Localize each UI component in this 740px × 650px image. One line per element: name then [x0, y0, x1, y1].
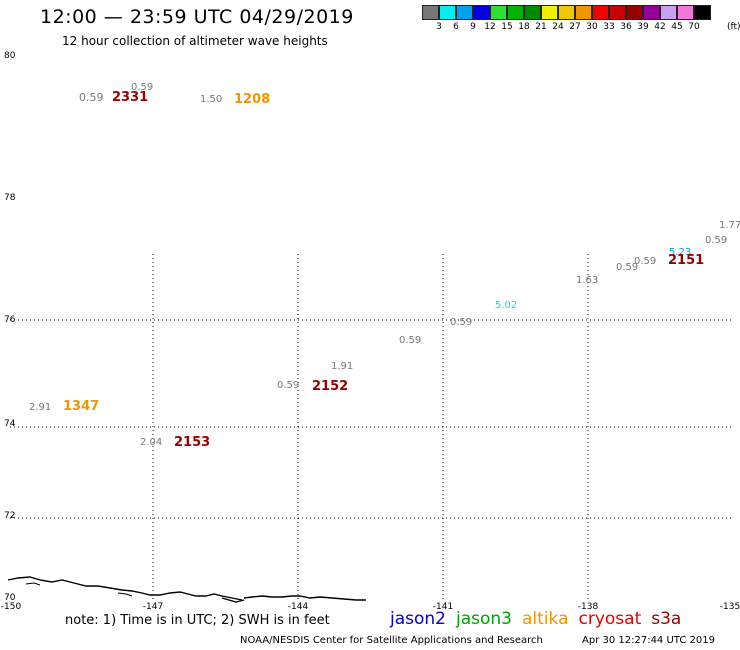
latitude-label: 76 [4, 315, 16, 325]
pass-time-label: 2153 [174, 435, 210, 450]
legend-swatch [507, 5, 524, 20]
legend-swatches [422, 5, 711, 20]
coastline-islet [25, 582, 41, 586]
legend-tick-label: 30 [586, 22, 598, 32]
legend-tick-label: 33 [603, 22, 615, 32]
wave-height-label: 0.59 [79, 91, 104, 104]
legend-swatch [592, 5, 609, 20]
legend-tick-label: 15 [501, 22, 513, 32]
longitude-label: -135 [720, 602, 740, 612]
page-subtitle: 12 hour collection of altimeter wave hei… [62, 34, 328, 48]
legend-swatch [473, 5, 490, 20]
legend-tick-label: 6 [453, 22, 459, 32]
page-title: 12:00 — 23:59 UTC 04/29/2019 [40, 6, 354, 28]
satellite-legend: jason2 jason3 altika cryosat s3a [390, 609, 691, 629]
latitude-label: 72 [4, 511, 15, 521]
color-scale-legend: (ft) 3 6 9 12 15 18 21 24 27 30 33 36 39 42 45 70 [422, 5, 740, 32]
wave-height-label: 0.59 [616, 262, 638, 273]
legend-swatch [490, 5, 507, 20]
wave-height-label: 0.59 [131, 82, 153, 93]
legend-tick-label: 42 [654, 22, 666, 32]
legend-swatch [677, 5, 694, 20]
satellite-name: jason2 [390, 609, 446, 629]
generated-timestamp: Apr 30 12:27:44 UTC 2019 [582, 635, 715, 646]
legend-tick-label: 39 [637, 22, 649, 32]
wave-height-label: 1.77 [719, 220, 740, 231]
satellite-name: jason3 [456, 609, 512, 629]
legend-swatch [541, 5, 558, 20]
satellite-name: s3a [651, 609, 682, 629]
wave-height-label: 0.59 [277, 380, 299, 391]
footer-note: note: 1) Time is in UTC; 2) SWH is in fe… [65, 613, 330, 628]
wave-height-label: 1.50 [200, 94, 222, 105]
pass-time-label: 2331 [112, 90, 148, 105]
legend-swatch [643, 5, 660, 20]
legend-swatch [558, 5, 575, 20]
latitude-label: 70 [4, 593, 16, 603]
longitude-label: -147 [143, 602, 163, 612]
wave-height-label: 1.63 [576, 275, 598, 286]
pass-time-label: 1347 [63, 399, 99, 414]
satellite-name: cryosat [578, 609, 642, 629]
legend-tick-label: 45 [671, 22, 683, 32]
credit-text: NOAA/NESDIS Center for Satellite Applica… [240, 635, 543, 646]
coastline [7, 576, 366, 603]
legend-tick-label: 18 [518, 22, 530, 32]
legend-tick-labels: (ft) 3 6 9 12 15 18 21 24 27 30 33 36 39 42 45 70 [422, 20, 740, 32]
satellite-name: altika [522, 609, 569, 629]
coastline-islet [117, 592, 133, 597]
pass-time-label: 1208 [234, 92, 270, 107]
legend-swatch [439, 5, 456, 20]
legend-swatch [456, 5, 473, 20]
legend-tick-label: 36 [620, 22, 632, 32]
wave-height-label: 0.59 [399, 335, 421, 346]
legend-swatch [422, 5, 439, 20]
legend-swatch [609, 5, 626, 20]
legend-tick-label: 3 [436, 22, 442, 32]
longitude-label: -138 [578, 602, 599, 612]
longitude-label: -141 [433, 602, 453, 612]
wave-height-label: 0.59 [705, 235, 727, 246]
latitude-label: 80 [4, 51, 16, 61]
legend-swatch [694, 5, 711, 20]
pass-time-label: 2151 [668, 253, 704, 268]
legend-tick-label: 9 [470, 22, 476, 32]
legend-tick-label: 12 [484, 22, 496, 32]
wave-height-label: 2.91 [29, 402, 51, 413]
wave-height-label: 5.23 [669, 247, 691, 258]
wave-height-label: 5.02 [495, 300, 517, 311]
wave-height-label: 1.91 [331, 361, 353, 372]
wave-height-label: 0.59 [450, 317, 472, 328]
legend-unit: (ft) [727, 22, 740, 32]
latitude-label: 74 [4, 419, 16, 429]
legend-swatch [575, 5, 592, 20]
legend-tick-label: 24 [552, 22, 564, 32]
longitude-label: -150 [1, 602, 22, 612]
legend-tick-label: 27 [569, 22, 581, 32]
legend-tick-label: 21 [535, 22, 547, 32]
legend-tick-label: 70 [688, 22, 700, 32]
legend-swatch [626, 5, 643, 20]
wave-height-label: 0.59 [634, 256, 656, 267]
legend-swatch [524, 5, 541, 20]
legend-swatch [660, 5, 677, 20]
pass-time-label: 2152 [312, 379, 348, 394]
longitude-label: -144 [288, 602, 309, 612]
wave-height-label: 2.04 [140, 437, 162, 448]
latitude-label: 78 [4, 193, 16, 203]
